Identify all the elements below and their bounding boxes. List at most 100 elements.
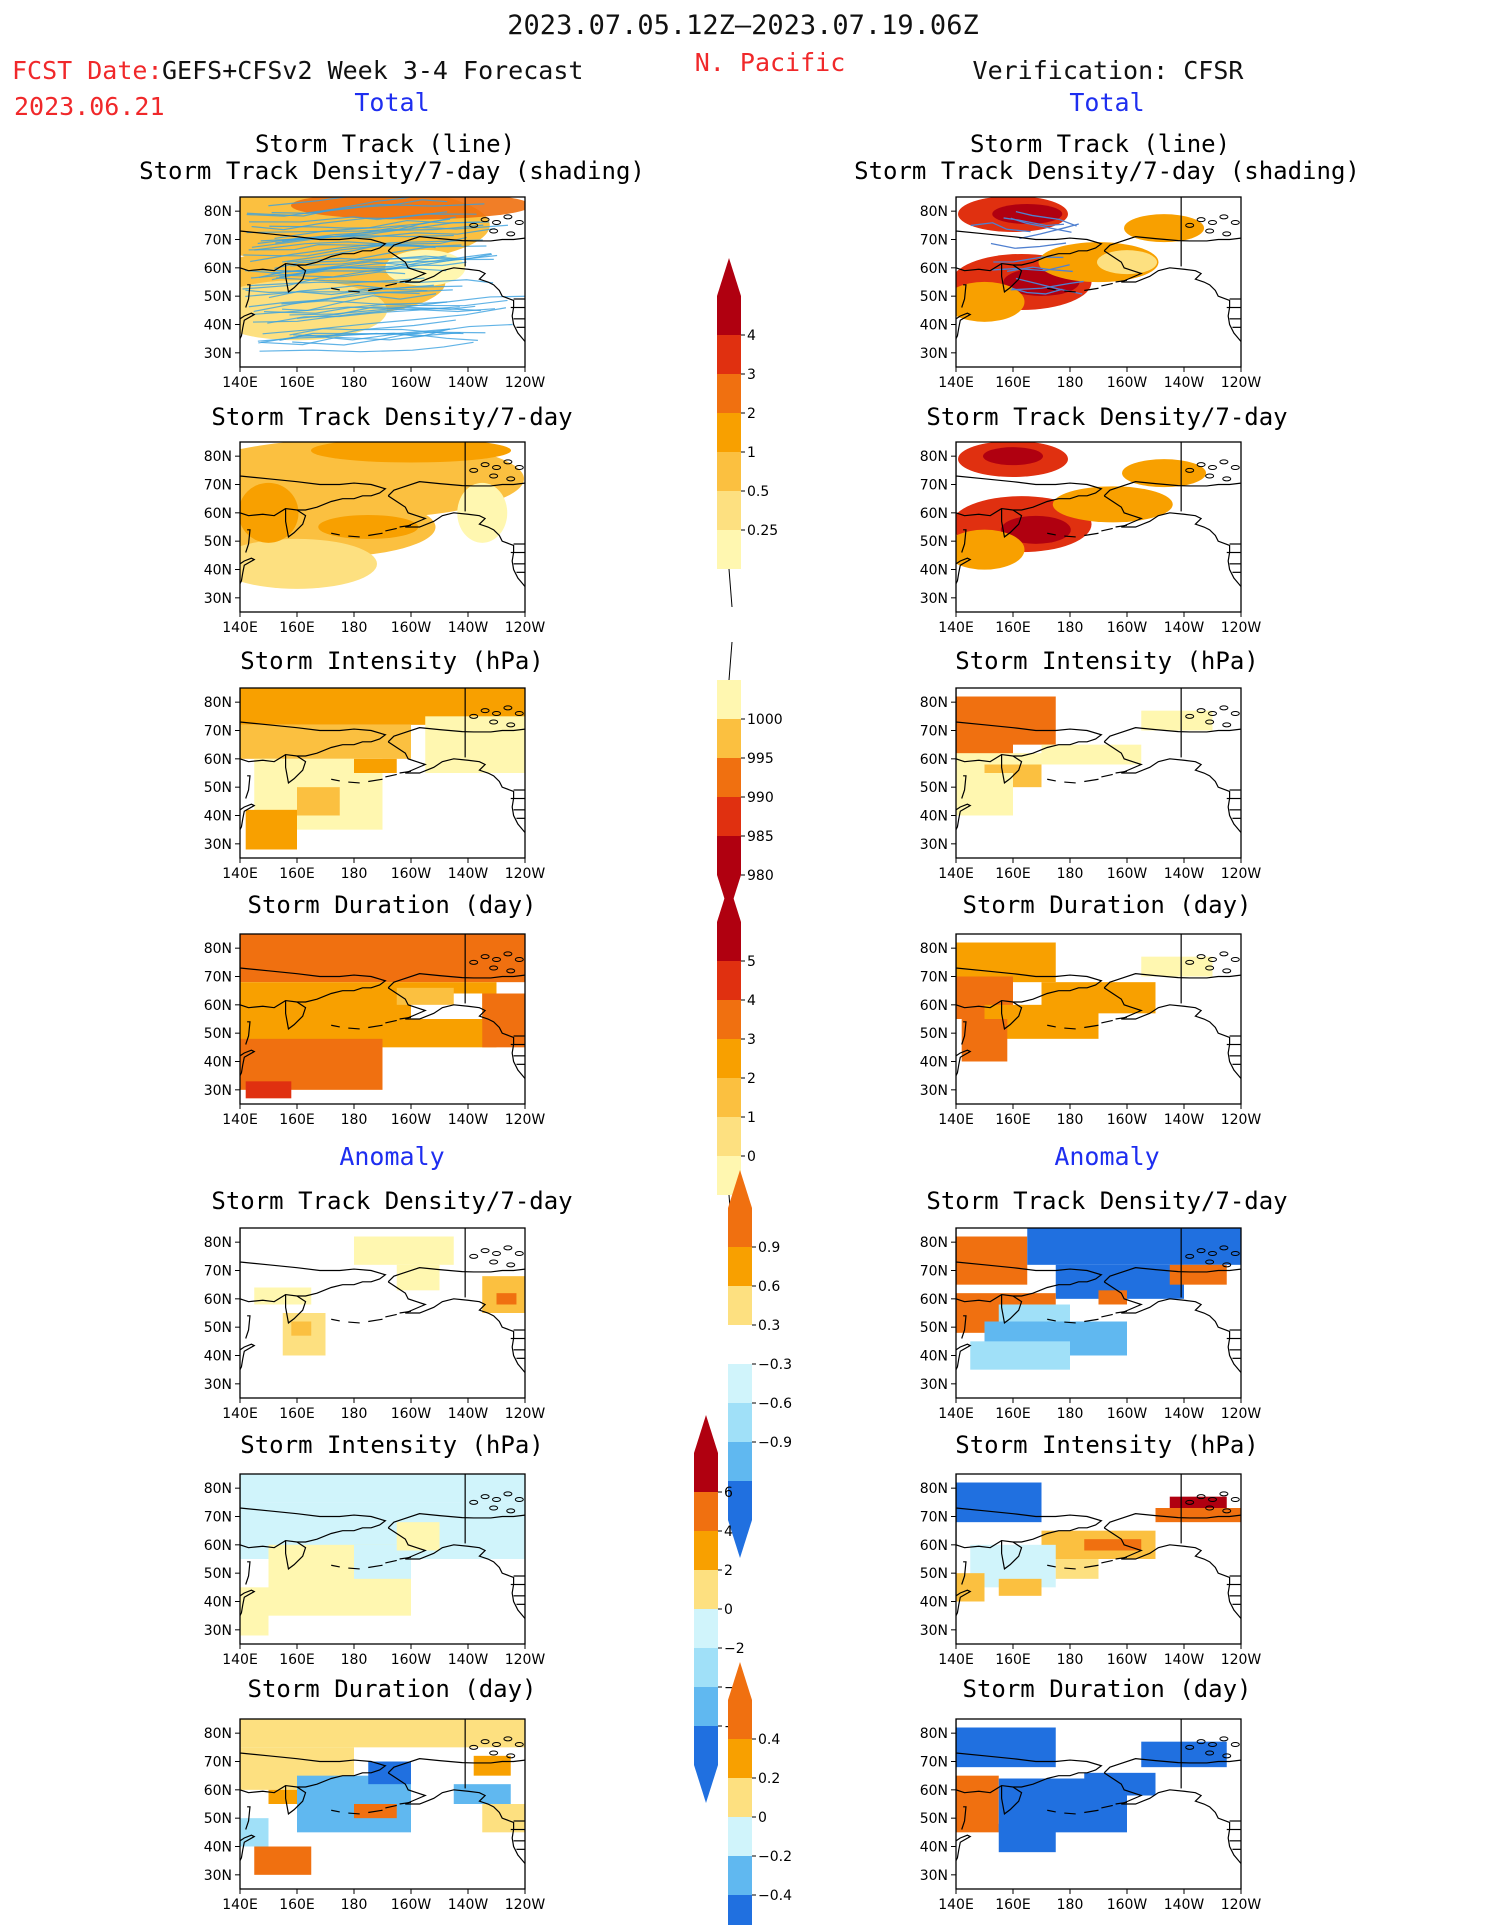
colorbar-tick-label: 2 — [747, 406, 756, 422]
x-tick-label: 120W — [1221, 375, 1262, 391]
y-tick-label: 70N — [204, 1510, 232, 1526]
x-tick-label: 160W — [1107, 866, 1148, 882]
colorbar-tick-label: 0 — [747, 1149, 756, 1165]
map-field — [240, 1474, 525, 1644]
y-tick-label: 60N — [920, 1292, 948, 1308]
map-field — [240, 1228, 525, 1398]
x-tick-label: 160W — [1107, 1406, 1148, 1422]
x-tick-label: 140W — [1164, 866, 1205, 882]
x-tick-label: 140E — [222, 1652, 258, 1668]
y-tick-label: 50N — [204, 1811, 232, 1827]
colorbar-tick-label: 0 — [724, 1602, 733, 1618]
colorbar-intensity-total: 1000 995 990 985 980 — [717, 642, 783, 913]
y-tick-label: 70N — [204, 233, 232, 249]
x-tick-label: 180 — [1057, 620, 1084, 636]
y-tick-label: 30N — [204, 1377, 232, 1393]
x-tick-label: 120W — [505, 866, 546, 882]
colorbar-tick-label: −0.3 — [758, 1357, 792, 1373]
x-tick-label: 160E — [995, 866, 1031, 882]
x-tick-label: 180 — [341, 375, 368, 391]
y-tick-label: 30N — [920, 1083, 948, 1099]
x-tick-label: 120W — [505, 1406, 546, 1422]
colorbar-tick-label: 0 — [758, 1810, 767, 1826]
x-tick-label: 140E — [222, 1112, 258, 1128]
colorbar-tick-label: −0.9 — [758, 1435, 792, 1451]
x-tick-label: 140W — [448, 866, 489, 882]
map-panel-cfsrInt: 140E 160E 180 160W 140W 120W80N70N60N50N40N30… — [920, 688, 1262, 882]
x-tick-label: 180 — [1057, 1406, 1084, 1422]
y-tick-label: 60N — [920, 1538, 948, 1554]
y-tick-label: 60N — [204, 1538, 232, 1554]
colorbar-tick-label: −0.6 — [758, 1396, 792, 1412]
colorbar-density-anom: 0.9 0.6 0.3 −0.3 −0.6 −0.9 — [728, 1170, 792, 1558]
y-tick-label: 60N — [920, 506, 948, 522]
x-tick-label: 160W — [391, 1112, 432, 1128]
y-tick-label: 30N — [204, 591, 232, 607]
x-tick-label: 120W — [1221, 866, 1262, 882]
x-tick-label: 120W — [1221, 1652, 1262, 1668]
map-panel-fcstDurA: 140E 160E 180 160W 140W 120W80N70N60N50N40N30… — [204, 1719, 546, 1913]
x-tick-label: 120W — [505, 375, 546, 391]
x-tick-label: 160E — [995, 1652, 1031, 1668]
y-tick-label: 70N — [920, 724, 948, 740]
y-tick-label: 70N — [920, 1510, 948, 1526]
x-tick-label: 140E — [222, 1406, 258, 1422]
y-tick-label: 50N — [204, 780, 232, 796]
x-tick-label: 160E — [279, 620, 315, 636]
colorbar-tick-label: 0.3 — [758, 1318, 780, 1334]
y-tick-label: 40N — [920, 809, 948, 825]
y-tick-label: 40N — [920, 1595, 948, 1611]
y-tick-label: 80N — [920, 1726, 948, 1742]
colorbar-tick-label: 0.4 — [758, 1732, 780, 1748]
x-tick-label: 140W — [1164, 620, 1205, 636]
y-tick-label: 70N — [920, 970, 948, 986]
x-tick-label: 140E — [938, 866, 974, 882]
x-tick-label: 160W — [391, 866, 432, 882]
x-tick-label: 160W — [1107, 1897, 1148, 1913]
y-tick-label: 70N — [920, 1755, 948, 1771]
y-tick-label: 80N — [204, 204, 232, 220]
y-tick-label: 80N — [920, 1481, 948, 1497]
y-tick-label: 70N — [204, 478, 232, 494]
x-tick-label: 140W — [448, 1897, 489, 1913]
x-tick-label: 160W — [391, 375, 432, 391]
x-tick-label: 140E — [938, 1652, 974, 1668]
map-panel-fcstInt: 140E 160E 180 160W 140W 120W80N70N60N50N40N30… — [204, 688, 546, 882]
y-tick-label: 60N — [204, 261, 232, 277]
x-tick-label: 160W — [1107, 620, 1148, 636]
map-field — [956, 688, 1241, 858]
y-tick-label: 40N — [204, 1055, 232, 1071]
y-tick-label: 30N — [920, 346, 948, 362]
x-tick-label: 120W — [1221, 1897, 1262, 1913]
y-tick-label: 70N — [920, 233, 948, 249]
y-tick-label: 30N — [204, 1868, 232, 1884]
map-panel-cfsrDensA: 140E 160E 180 160W 140W 120W 80N 70N 60N 50N 40N 30… — [920, 1228, 1262, 1422]
colorbar-density-total: 43210.50.25 — [717, 258, 778, 607]
y-tick-label: 60N — [204, 1783, 232, 1799]
y-tick-label: 70N — [204, 970, 232, 986]
x-tick-label: 140W — [1164, 1897, 1205, 1913]
y-tick-label: 50N — [920, 1320, 948, 1336]
y-tick-label: 40N — [920, 318, 948, 334]
x-tick-label: 120W — [1221, 1406, 1262, 1422]
x-tick-label: 140E — [938, 620, 974, 636]
y-tick-label: 50N — [204, 534, 232, 550]
x-tick-label: 180 — [341, 1406, 368, 1422]
x-tick-label: 140E — [938, 1406, 974, 1422]
map-field — [956, 1719, 1241, 1889]
x-tick-label: 160W — [391, 620, 432, 636]
x-tick-label: 140E — [222, 375, 258, 391]
map-panel-fcstDensA: 140E 160E 180 160W 140W 120W80N70N60N50N40N30… — [204, 1228, 546, 1422]
colorbar-tick-label: 3 — [747, 1032, 756, 1048]
y-tick-label: 60N — [204, 1292, 232, 1308]
x-tick-label: 140W — [448, 1652, 489, 1668]
map-panel-cfsrDurA: 140E 160E 180 160W 140W 120W80N70N60N50N40N30… — [920, 1719, 1262, 1913]
y-tick-label: 60N — [204, 506, 232, 522]
colorbar-tick-label: 5 — [747, 954, 756, 970]
y-tick-label: 50N — [920, 1566, 948, 1582]
x-tick-label: 180 — [1057, 375, 1084, 391]
map-field — [956, 1474, 1241, 1644]
y-tick-label: 80N — [204, 695, 232, 711]
y-tick-label: 70N — [920, 1264, 948, 1280]
x-tick-label: 160W — [1107, 1652, 1148, 1668]
